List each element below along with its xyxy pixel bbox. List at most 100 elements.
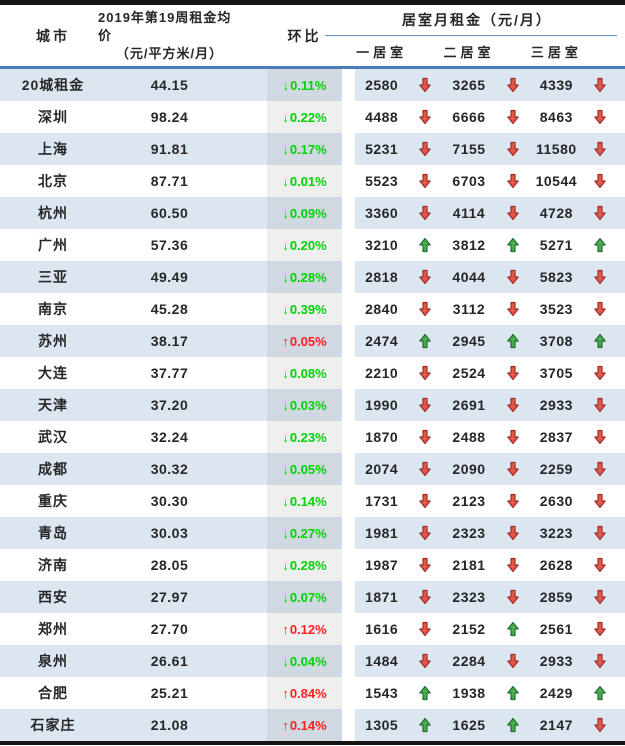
table-row: 上海 91.81 ↓ 0.17% 5231 7155 11580	[0, 133, 625, 165]
section-gutter	[342, 421, 355, 453]
table-row: 广州 57.36 ↓ 0.20% 3210 3812 5271	[0, 229, 625, 261]
rent-value: 1484	[365, 653, 399, 669]
wow-arrow-icon: ↓	[282, 525, 289, 541]
bedroom-rent-cells: 3360 4114 4728	[355, 197, 617, 229]
down-arrow-icon	[583, 549, 617, 581]
table-row: 南京 45.28 ↓ 0.39% 2840 3112 3523	[0, 293, 625, 325]
wow-arrow-icon: ↓	[282, 141, 289, 157]
one-bedroom-cell: 1484	[355, 645, 442, 677]
bedroom-rent-cells: 1990 2691 2933	[355, 389, 617, 421]
down-arrow-icon	[583, 69, 617, 101]
section-gutter	[342, 517, 355, 549]
two-bedroom-cell: 6666	[442, 101, 529, 133]
wow-value: 0.07%	[289, 589, 327, 605]
bedroom-rent-cells: 1484 2284 2933	[355, 645, 617, 677]
avg-rent-value: 25.21	[150, 685, 189, 701]
one-bedroom-cell: 5523	[355, 165, 442, 197]
rent-value: 2123	[452, 493, 486, 509]
wow-arrow-icon: ↓	[282, 269, 289, 285]
avg-rent-value: 91.81	[150, 141, 189, 157]
avg-rent-value: 98.24	[150, 109, 189, 125]
rent-value: 6666	[452, 109, 486, 125]
rent-value: 2474	[365, 333, 399, 349]
avg-rent-value: 49.49	[150, 269, 189, 285]
header-rent-group-title: 居室月租金（元/月）	[402, 12, 552, 28]
table-row: 三亚 49.49 ↓ 0.28% 2818 4044 5823	[0, 261, 625, 293]
table-row: 天津 37.20 ↓ 0.03% 1990 2691 2933	[0, 389, 625, 421]
city-name: 南京	[38, 301, 68, 317]
down-arrow-icon	[408, 517, 442, 549]
rent-value: 2580	[365, 77, 399, 93]
rent-value: 6703	[452, 173, 486, 189]
down-arrow-icon	[408, 421, 442, 453]
rent-value: 2837	[539, 429, 573, 445]
section-gutter	[342, 229, 355, 261]
wow-value: 0.20%	[289, 237, 327, 253]
two-bedroom-cell: 2181	[442, 549, 529, 581]
bottom-border-rule	[0, 741, 625, 745]
city-name: 大连	[38, 365, 68, 381]
rent-value: 1990	[365, 397, 399, 413]
table-row: 北京 87.71 ↓ 0.01% 5523 6703 10544	[0, 165, 625, 197]
three-bedroom-cell: 2429	[530, 677, 617, 709]
one-bedroom-cell: 1981	[355, 517, 442, 549]
rent-value: 2818	[365, 269, 399, 285]
two-bedroom-cell: 2123	[442, 485, 529, 517]
three-bedroom-cell: 2837	[530, 421, 617, 453]
city-name: 重庆	[38, 493, 68, 509]
down-arrow-icon	[583, 485, 617, 517]
down-arrow-icon	[583, 453, 617, 485]
down-arrow-icon	[583, 261, 617, 293]
wow-arrow-icon: ↓	[282, 461, 289, 477]
section-gutter	[342, 453, 355, 485]
city-name: 深圳	[38, 109, 68, 125]
down-arrow-icon	[496, 261, 530, 293]
down-arrow-icon	[408, 389, 442, 421]
bedroom-rent-cells: 1870 2488 2837	[355, 421, 617, 453]
two-bedroom-cell: 2090	[442, 453, 529, 485]
rent-value: 3265	[452, 77, 486, 93]
section-gutter	[342, 325, 355, 357]
section-gutter	[342, 485, 355, 517]
rent-value: 2284	[452, 653, 486, 669]
down-arrow-icon	[583, 101, 617, 133]
table-row: 20城租金 44.15 ↓ 0.11% 2580 3265 4339	[0, 69, 625, 101]
up-arrow-icon	[496, 709, 530, 741]
city-name: 三亚	[38, 269, 68, 285]
down-arrow-icon	[496, 197, 530, 229]
avg-rent-value: 37.77	[150, 365, 189, 381]
section-gutter	[342, 581, 355, 613]
up-arrow-icon	[408, 325, 442, 357]
bedroom-rent-cells: 1987 2181 2628	[355, 549, 617, 581]
section-gutter	[342, 645, 355, 677]
wow-arrow-icon: ↑	[282, 333, 289, 349]
one-bedroom-cell: 5231	[355, 133, 442, 165]
one-bedroom-cell: 2074	[355, 453, 442, 485]
one-bedroom-cell: 1987	[355, 549, 442, 581]
rent-value: 3523	[539, 301, 573, 317]
three-bedroom-cell: 10544	[530, 165, 617, 197]
down-arrow-icon	[496, 133, 530, 165]
rent-value: 3112	[452, 301, 486, 317]
one-bedroom-cell: 3360	[355, 197, 442, 229]
one-bedroom-cell: 1543	[355, 677, 442, 709]
section-gutter	[342, 101, 355, 133]
city-name: 上海	[38, 141, 68, 157]
up-arrow-icon	[496, 325, 530, 357]
wow-arrow-icon: ↑	[282, 685, 289, 701]
rent-value: 2630	[539, 493, 573, 509]
down-arrow-icon	[408, 165, 442, 197]
down-arrow-icon	[408, 549, 442, 581]
rent-value: 3705	[539, 365, 573, 381]
wow-change: ↓ 0.39%	[267, 293, 342, 325]
wow-change: ↓ 0.22%	[267, 101, 342, 133]
header-city: 城市	[36, 27, 70, 44]
rent-value: 1987	[365, 557, 399, 573]
header-avg-price-line2: （元/平方米/月）	[115, 45, 224, 61]
down-arrow-icon	[583, 581, 617, 613]
down-arrow-icon	[583, 517, 617, 549]
wow-value: 0.28%	[289, 557, 327, 573]
rent-value: 4339	[539, 77, 573, 93]
three-bedroom-cell: 5823	[530, 261, 617, 293]
wow-value: 0.22%	[289, 109, 327, 125]
